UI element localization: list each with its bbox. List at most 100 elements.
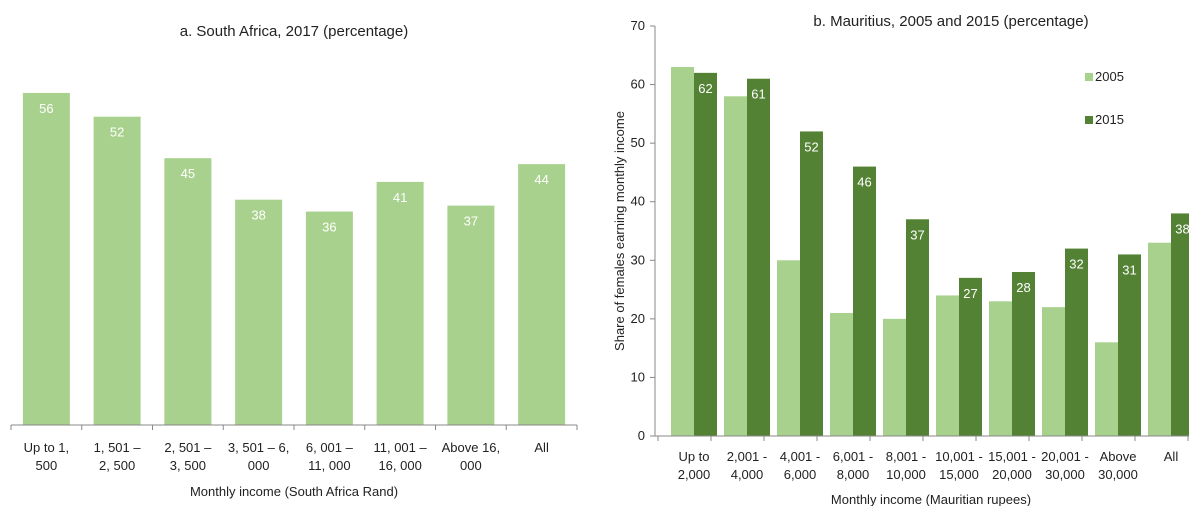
bar — [518, 164, 566, 425]
legend-label: 2005 — [1095, 69, 1124, 84]
bar-2005 — [830, 313, 853, 436]
bar-value-label: 61 — [751, 87, 765, 102]
bar-value-label: 32 — [1069, 257, 1083, 272]
bar — [305, 211, 353, 425]
bar-value-label: 37 — [464, 214, 478, 229]
bar-2005 — [1042, 307, 1065, 436]
x-tick-label: 30,000 — [1045, 467, 1085, 482]
x-tick-label: 10,001 - — [935, 449, 983, 464]
bar-2005 — [989, 301, 1012, 436]
bar-value-label: 36 — [322, 220, 336, 235]
x-tick-label: All — [534, 440, 549, 455]
y-tick-label: 40 — [631, 194, 645, 209]
x-tick-label: Above 16, — [442, 440, 501, 455]
bar-2015 — [747, 78, 770, 436]
y-tick-label: 60 — [631, 77, 645, 92]
bar-2015 — [1171, 213, 1189, 436]
x-tick-label: 2, 501 – — [164, 440, 212, 455]
x-tick-label: 3, 501 – 6, — [228, 440, 289, 455]
legend-swatch-2015 — [1085, 116, 1093, 124]
bar-2005 — [936, 295, 959, 436]
x-tick-label: 1, 501 – — [94, 440, 142, 455]
x-tick-label: 11, 000 — [308, 458, 350, 473]
x-tick-label: 4,001 - — [780, 449, 820, 464]
legend-swatch-2005 — [1085, 73, 1093, 81]
bar — [164, 158, 212, 425]
x-tick-label: 11, 001 – — [373, 440, 427, 455]
x-tick-label: 20,000 — [992, 467, 1032, 482]
bar-value-label: 45 — [181, 166, 195, 181]
y-axis-title: Share of females earning monthly income — [612, 111, 627, 351]
x-tick-label: Up to — [678, 449, 709, 464]
x-tick-label: 2,001 - — [727, 449, 767, 464]
bar-2015 — [959, 277, 982, 436]
x-tick-label: 20,001 - — [1041, 449, 1089, 464]
bar-2005 — [1148, 242, 1171, 436]
x-tick-label: 6,001 - — [833, 449, 873, 464]
bar-2005 — [883, 318, 906, 436]
x-tick-label: 000 — [248, 458, 270, 473]
y-tick-label: 10 — [631, 369, 645, 384]
bar-2005 — [671, 67, 694, 436]
y-tick-label: 20 — [631, 311, 645, 326]
x-tick-label: 2,000 — [678, 467, 711, 482]
x-tick-label: 8,000 — [837, 467, 870, 482]
x-tick-label: 6,000 — [784, 467, 817, 482]
bar-2005 — [1095, 342, 1118, 436]
bar-2005 — [724, 96, 747, 437]
bar-value-label: 62 — [698, 81, 712, 96]
bar-value-label: 27 — [963, 286, 977, 301]
bar-value-label: 46 — [857, 175, 871, 190]
bar — [22, 92, 70, 425]
legend-label: 2015 — [1095, 112, 1124, 127]
chart-south-africa: a. South Africa, 2017 (percentage) 56 Up t… — [10, 23, 578, 499]
x-tick-label: 500 — [36, 458, 58, 473]
x-axis-title: Monthly income (South Africa Rand) — [190, 484, 398, 499]
bar-2015 — [694, 72, 717, 436]
y-tick-label: 70 — [631, 18, 645, 33]
bar — [235, 199, 283, 425]
chart-title: b. Mauritius, 2005 and 2015 (percentage) — [813, 13, 1088, 30]
bar-value-label: 38 — [251, 208, 265, 223]
chart-mauritius: b. Mauritius, 2005 and 2015 (percentage)… — [612, 13, 1189, 506]
bar-value-label: 52 — [804, 139, 818, 154]
bar-value-label: 41 — [393, 190, 407, 205]
x-tick-label: 30,000 — [1098, 467, 1138, 482]
x-tick-label: Above — [1100, 449, 1137, 464]
bar-value-label: 44 — [534, 172, 548, 187]
bar-2015 — [1012, 272, 1035, 436]
bar-value-label: 56 — [39, 101, 53, 116]
bar-value-label: 52 — [110, 125, 124, 140]
bar-2005 — [777, 260, 800, 436]
x-tick-label: 16, 000 — [378, 458, 421, 473]
bar-value-label: 38 — [1175, 221, 1189, 236]
x-tick-label: 15,001 - — [988, 449, 1036, 464]
x-tick-label: 2, 500 — [99, 458, 135, 473]
chart-title: a. South Africa, 2017 (percentage) — [180, 23, 408, 40]
x-tick-label: 4,000 — [731, 467, 764, 482]
y-tick-label: 0 — [638, 428, 645, 443]
y-tick-label: 30 — [631, 252, 645, 267]
x-tick-label: 15,000 — [939, 467, 979, 482]
bar-2015 — [1118, 254, 1141, 436]
bar — [447, 205, 495, 425]
x-tick-label: 8,001 - — [886, 449, 926, 464]
x-tick-label: 6, 001 – — [306, 440, 354, 455]
bar-2015 — [1065, 248, 1088, 436]
bar-value-label: 28 — [1016, 280, 1030, 295]
bar-2015 — [800, 131, 823, 436]
bar-value-label: 31 — [1122, 262, 1136, 277]
bar-2015 — [853, 166, 876, 437]
y-tick-label: 50 — [631, 135, 645, 150]
chart-panel-south-africa: a. South Africa, 2017 (percentage) 56 Up t… — [0, 0, 590, 506]
x-tick-label: 3, 500 — [170, 458, 206, 473]
x-tick-label: Up to 1, — [24, 440, 70, 455]
x-tick-label: 000 — [460, 458, 482, 473]
chart-panel-mauritius: b. Mauritius, 2005 and 2015 (percentage)… — [595, 0, 1189, 506]
bar-value-label: 37 — [910, 227, 924, 242]
x-axis-title: Monthly income (Mauritian rupees) — [831, 492, 1031, 506]
bar — [376, 181, 424, 425]
bar — [93, 116, 141, 425]
x-tick-label: 10,000 — [886, 467, 926, 482]
x-tick-label: All — [1164, 449, 1179, 464]
